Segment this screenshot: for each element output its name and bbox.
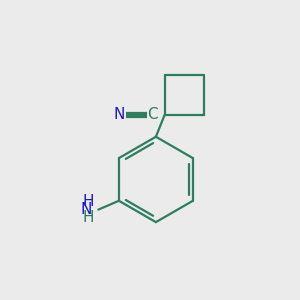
Text: N: N bbox=[113, 107, 125, 122]
Text: H: H bbox=[82, 194, 94, 209]
Text: C: C bbox=[147, 107, 158, 122]
Text: N: N bbox=[81, 202, 92, 217]
Text: H: H bbox=[82, 210, 94, 225]
